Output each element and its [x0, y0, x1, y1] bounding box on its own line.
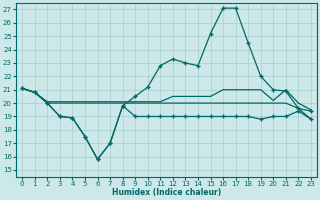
- X-axis label: Humidex (Indice chaleur): Humidex (Indice chaleur): [112, 188, 221, 197]
